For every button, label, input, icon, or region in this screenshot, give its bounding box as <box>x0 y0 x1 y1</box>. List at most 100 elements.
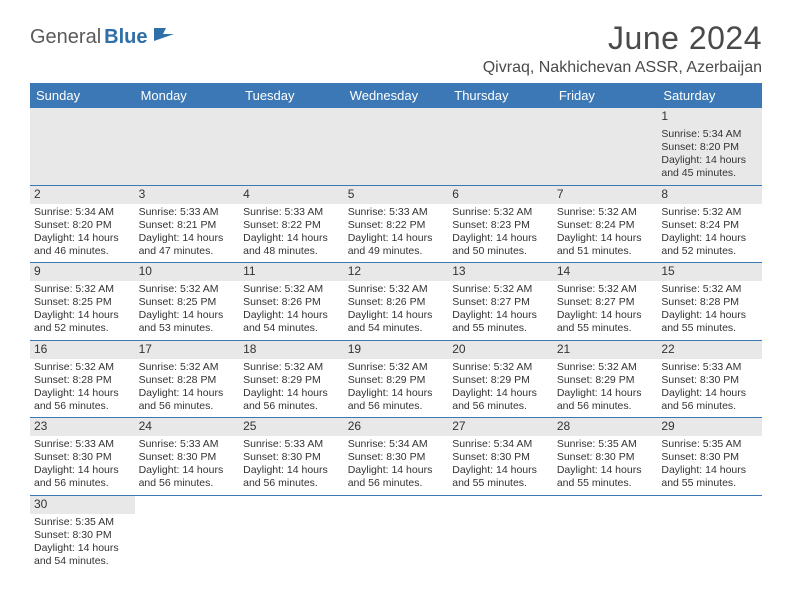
calendar-week-row: 1Sunrise: 5:34 AMSunset: 8:20 PMDaylight… <box>30 108 762 185</box>
sunrise-text: Sunrise: 5:32 AM <box>557 206 654 219</box>
day-number-band: 4 <box>239 186 344 204</box>
sunrise-text: Sunrise: 5:35 AM <box>557 438 654 451</box>
brand-text-left: General <box>30 26 101 49</box>
calendar-cell: 5Sunrise: 5:33 AMSunset: 8:22 PMDaylight… <box>344 185 449 263</box>
sunrise-text: Sunrise: 5:33 AM <box>243 438 340 451</box>
day-number: 3 <box>139 187 236 202</box>
sunset-text: Sunset: 8:27 PM <box>557 296 654 309</box>
calendar-cell <box>448 495 553 572</box>
day-number: 29 <box>661 419 758 434</box>
day-number: 11 <box>243 264 340 279</box>
daylight-text: Daylight: 14 hours and 53 minutes. <box>139 309 236 335</box>
day-number-band: 18 <box>239 341 344 359</box>
title-block: June 2024 Qivraq, Nakhichevan ASSR, Azer… <box>483 20 762 77</box>
sunset-text: Sunset: 8:21 PM <box>139 219 236 232</box>
sunset-text: Sunset: 8:22 PM <box>348 219 445 232</box>
calendar-cell <box>239 108 344 185</box>
day-number-band: 17 <box>135 341 240 359</box>
sunset-text: Sunset: 8:29 PM <box>557 374 654 387</box>
daylight-text: Daylight: 14 hours and 55 minutes. <box>557 464 654 490</box>
sunset-text: Sunset: 8:24 PM <box>557 219 654 232</box>
calendar-cell: 18Sunrise: 5:32 AMSunset: 8:29 PMDayligh… <box>239 340 344 418</box>
day-number-band: 24 <box>135 418 240 436</box>
day-number-band: 19 <box>344 341 449 359</box>
calendar-week-row: 16Sunrise: 5:32 AMSunset: 8:28 PMDayligh… <box>30 340 762 418</box>
day-number-band: 27 <box>448 418 553 436</box>
col-tuesday: Tuesday <box>239 83 344 108</box>
sunrise-text: Sunrise: 5:32 AM <box>243 361 340 374</box>
day-number: 16 <box>34 342 131 357</box>
calendar-cell: 4Sunrise: 5:33 AMSunset: 8:22 PMDaylight… <box>239 185 344 263</box>
day-number-band: 11 <box>239 263 344 281</box>
calendar-cell <box>553 495 658 572</box>
calendar-cell: 27Sunrise: 5:34 AMSunset: 8:30 PMDayligh… <box>448 418 553 496</box>
calendar-week-row: 23Sunrise: 5:33 AMSunset: 8:30 PMDayligh… <box>30 418 762 496</box>
sunrise-text: Sunrise: 5:35 AM <box>661 438 758 451</box>
calendar-cell: 25Sunrise: 5:33 AMSunset: 8:30 PMDayligh… <box>239 418 344 496</box>
sunrise-text: Sunrise: 5:32 AM <box>139 283 236 296</box>
calendar-cell: 23Sunrise: 5:33 AMSunset: 8:30 PMDayligh… <box>30 418 135 496</box>
sunrise-text: Sunrise: 5:32 AM <box>348 283 445 296</box>
calendar-table: Sunday Monday Tuesday Wednesday Thursday… <box>30 83 762 572</box>
calendar-cell <box>553 108 658 185</box>
calendar-cell: 7Sunrise: 5:32 AMSunset: 8:24 PMDaylight… <box>553 185 658 263</box>
day-number-band: 28 <box>553 418 658 436</box>
daylight-text: Daylight: 14 hours and 50 minutes. <box>452 232 549 258</box>
calendar-cell <box>135 108 240 185</box>
calendar-cell: 11Sunrise: 5:32 AMSunset: 8:26 PMDayligh… <box>239 263 344 341</box>
sunset-text: Sunset: 8:30 PM <box>557 451 654 464</box>
calendar-cell: 16Sunrise: 5:32 AMSunset: 8:28 PMDayligh… <box>30 340 135 418</box>
day-number-band: 8 <box>657 186 762 204</box>
day-number-band: 14 <box>553 263 658 281</box>
brand-text-right: Blue <box>104 26 147 49</box>
flag-icon <box>153 27 175 48</box>
sunrise-text: Sunrise: 5:33 AM <box>348 206 445 219</box>
sunset-text: Sunset: 8:22 PM <box>243 219 340 232</box>
daylight-text: Daylight: 14 hours and 56 minutes. <box>348 464 445 490</box>
sunset-text: Sunset: 8:28 PM <box>661 296 758 309</box>
calendar-cell <box>344 108 449 185</box>
calendar-cell <box>344 495 449 572</box>
sunset-text: Sunset: 8:27 PM <box>452 296 549 309</box>
col-thursday: Thursday <box>448 83 553 108</box>
day-number: 17 <box>139 342 236 357</box>
sunrise-text: Sunrise: 5:35 AM <box>34 516 131 529</box>
daylight-text: Daylight: 14 hours and 54 minutes. <box>348 309 445 335</box>
sunset-text: Sunset: 8:25 PM <box>139 296 236 309</box>
sunrise-text: Sunrise: 5:32 AM <box>557 361 654 374</box>
day-number: 10 <box>139 264 236 279</box>
sunrise-text: Sunrise: 5:33 AM <box>661 361 758 374</box>
sunrise-text: Sunrise: 5:33 AM <box>243 206 340 219</box>
calendar-cell: 30Sunrise: 5:35 AMSunset: 8:30 PMDayligh… <box>30 495 135 572</box>
calendar-cell: 22Sunrise: 5:33 AMSunset: 8:30 PMDayligh… <box>657 340 762 418</box>
day-number: 19 <box>348 342 445 357</box>
daylight-text: Daylight: 14 hours and 56 minutes. <box>34 387 131 413</box>
calendar-cell <box>657 495 762 572</box>
sunrise-text: Sunrise: 5:32 AM <box>348 361 445 374</box>
col-sunday: Sunday <box>30 83 135 108</box>
daylight-text: Daylight: 14 hours and 52 minutes. <box>34 309 131 335</box>
daylight-text: Daylight: 14 hours and 55 minutes. <box>452 309 549 335</box>
daylight-text: Daylight: 14 hours and 54 minutes. <box>243 309 340 335</box>
col-saturday: Saturday <box>657 83 762 108</box>
day-number-band: 23 <box>30 418 135 436</box>
day-number: 23 <box>34 419 131 434</box>
daylight-text: Daylight: 14 hours and 56 minutes. <box>139 464 236 490</box>
daylight-text: Daylight: 14 hours and 54 minutes. <box>34 542 131 568</box>
day-number: 2 <box>34 187 131 202</box>
calendar-cell <box>135 495 240 572</box>
day-number-band: 2 <box>30 186 135 204</box>
day-number: 24 <box>139 419 236 434</box>
sunrise-text: Sunrise: 5:32 AM <box>34 361 131 374</box>
sunset-text: Sunset: 8:20 PM <box>661 141 758 154</box>
sunset-text: Sunset: 8:30 PM <box>139 451 236 464</box>
day-number: 4 <box>243 187 340 202</box>
col-monday: Monday <box>135 83 240 108</box>
daylight-text: Daylight: 14 hours and 47 minutes. <box>139 232 236 258</box>
calendar-cell: 3Sunrise: 5:33 AMSunset: 8:21 PMDaylight… <box>135 185 240 263</box>
day-number: 6 <box>452 187 549 202</box>
day-number-band: 1 <box>657 108 762 126</box>
daylight-text: Daylight: 14 hours and 51 minutes. <box>557 232 654 258</box>
calendar-cell: 17Sunrise: 5:32 AMSunset: 8:28 PMDayligh… <box>135 340 240 418</box>
day-number-band: 25 <box>239 418 344 436</box>
